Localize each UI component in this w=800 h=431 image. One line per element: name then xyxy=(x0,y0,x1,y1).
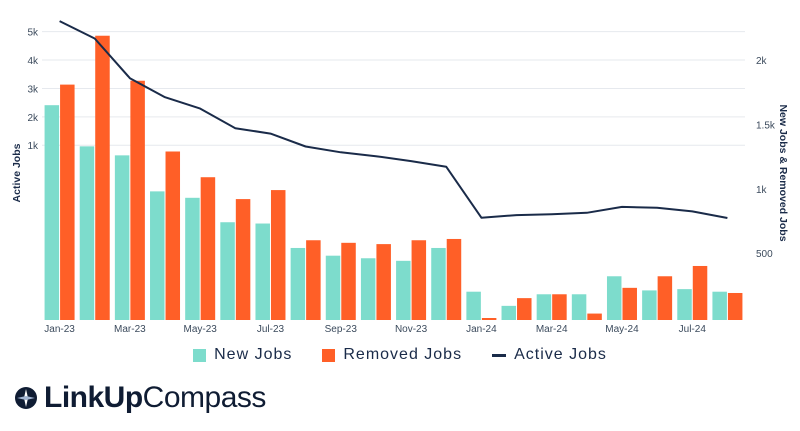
active-jobs-line-group xyxy=(59,20,728,219)
x-tick-label: Jul-24 xyxy=(679,324,707,335)
left-axis-title: Active Jobs xyxy=(11,143,23,202)
left-tick-label: 2k xyxy=(27,113,39,124)
bars xyxy=(44,35,743,321)
legend-label: Removed Jobs xyxy=(343,346,463,363)
new-jobs-bar xyxy=(114,155,130,320)
legend-swatch-removed-jobs xyxy=(322,348,336,362)
new-jobs-bar xyxy=(290,247,306,320)
left-tick-label: 3k xyxy=(27,84,39,95)
removed-jobs-bar xyxy=(657,276,673,320)
left-tick-label: 1k xyxy=(27,141,39,152)
x-tick-label: Mar-24 xyxy=(536,324,568,335)
legend-item-removed-jobs[interactable]: Removed Jobs xyxy=(322,346,462,364)
x-tick-label: Sep-23 xyxy=(325,324,358,335)
x-tick-label: Mar-23 xyxy=(114,324,146,335)
removed-jobs-bar xyxy=(200,177,216,320)
new-jobs-bar xyxy=(571,294,587,320)
right-tick-label: 2k xyxy=(756,56,768,67)
left-tick-label: 4k xyxy=(27,56,39,67)
right-tick-label: 1k xyxy=(756,185,768,196)
removed-jobs-bar xyxy=(95,35,110,321)
x-tick-label: Jul-23 xyxy=(257,324,285,335)
right-axis-title: New Jobs & Removed Jobs xyxy=(777,104,789,241)
removed-jobs-bar xyxy=(376,244,391,320)
removed-jobs-bar xyxy=(622,287,637,320)
x-tick-label: Jan-23 xyxy=(44,324,75,335)
new-jobs-bar xyxy=(44,105,60,320)
removed-jobs-bar xyxy=(692,265,708,320)
legend-item-new-jobs[interactable]: New Jobs xyxy=(193,346,292,364)
new-jobs-bar xyxy=(360,258,376,320)
new-jobs-bar xyxy=(712,291,727,320)
new-jobs-bar xyxy=(396,260,411,320)
new-jobs-bar xyxy=(255,223,270,320)
legend-swatch-active-jobs xyxy=(492,353,507,357)
new-jobs-bar xyxy=(325,255,341,320)
brand-logo: LinkUpCompass xyxy=(14,381,266,415)
x-tick-label: Nov-23 xyxy=(395,324,428,335)
x-tick-label: May-24 xyxy=(605,324,639,335)
tick-labels: 1k 2k 3k 4k 5k 500 1k 1.5k 2k Jan-23 Mar-23 May-23 J… xyxy=(27,28,775,335)
removed-jobs-bar xyxy=(481,318,497,320)
new-jobs-bar xyxy=(431,247,446,320)
new-jobs-bar xyxy=(466,291,481,320)
compass-icon xyxy=(15,387,37,409)
removed-jobs-bar xyxy=(270,190,286,320)
x-tick-label: Jan-24 xyxy=(466,324,497,335)
x-tick-label: May-23 xyxy=(183,324,217,335)
new-jobs-bar xyxy=(642,290,657,320)
removed-jobs-bar xyxy=(446,238,462,320)
removed-jobs-bar xyxy=(165,151,181,320)
legend-item-active-jobs[interactable]: Active Jobs xyxy=(492,346,607,364)
removed-jobs-bar xyxy=(517,298,532,320)
left-tick-label: 5k xyxy=(27,28,39,39)
chart: 1k 2k 3k 4k 5k 500 1k 1.5k 2k Jan-23 Mar-23 May-23 J… xyxy=(11,20,789,335)
new-jobs-bar xyxy=(677,289,692,320)
removed-jobs-bar xyxy=(130,80,145,320)
right-tick-label: 1.5k xyxy=(756,120,776,131)
new-jobs-bar xyxy=(150,191,165,320)
active-jobs-line xyxy=(59,20,728,219)
new-jobs-bar xyxy=(606,276,622,320)
removed-jobs-bar xyxy=(587,313,602,320)
brand-light-text: Compass xyxy=(142,381,267,414)
removed-jobs-bar xyxy=(235,199,251,320)
new-jobs-bar xyxy=(185,197,200,320)
new-jobs-bar xyxy=(220,222,235,320)
brand-bold-text: LinkUp xyxy=(44,381,143,414)
legend-label: Active Jobs xyxy=(514,346,607,363)
right-tick-label: 500 xyxy=(756,249,773,260)
removed-jobs-bar xyxy=(552,294,567,320)
gridlines xyxy=(42,31,745,146)
removed-jobs-bar xyxy=(727,292,743,320)
legend-swatch-new-jobs xyxy=(193,348,207,362)
removed-jobs-bar xyxy=(306,240,321,320)
removed-jobs-bar xyxy=(341,242,356,320)
new-jobs-bar xyxy=(501,305,517,320)
brand-name: LinkUpCompass xyxy=(44,381,266,415)
legend: New Jobs Removed Jobs Active Jobs xyxy=(0,346,800,364)
removed-jobs-bar xyxy=(60,84,75,321)
new-jobs-bar xyxy=(79,146,95,320)
removed-jobs-bar xyxy=(411,240,427,320)
new-jobs-bar xyxy=(536,294,552,320)
legend-label: New Jobs xyxy=(214,346,293,363)
